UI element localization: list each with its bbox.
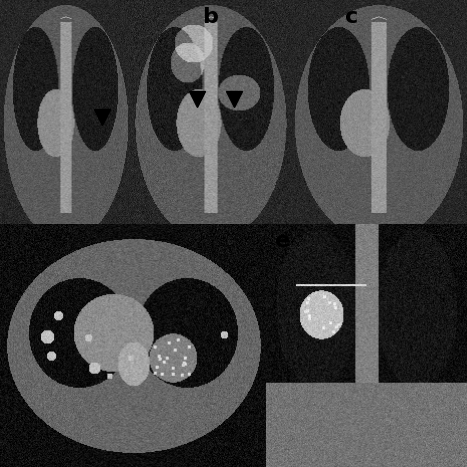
Text: b: b — [202, 7, 218, 27]
Text: c: c — [345, 7, 358, 27]
Text: e: e — [275, 232, 290, 251]
